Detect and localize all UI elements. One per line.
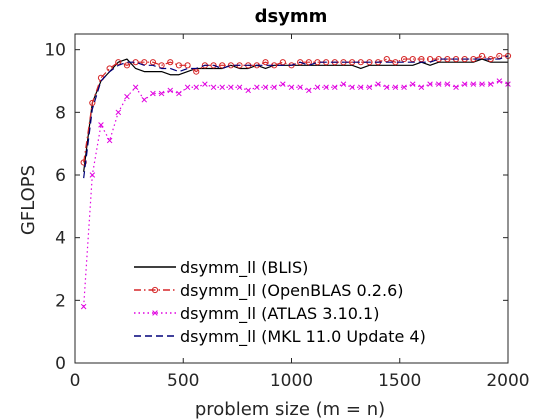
x-tick-label: 0 bbox=[70, 371, 81, 391]
series-3-point bbox=[375, 81, 381, 87]
series-3-point bbox=[366, 84, 373, 91]
legend-label: dsymm_ll (MKL 11.0 Update 4) bbox=[180, 327, 426, 347]
series-3-point bbox=[115, 109, 122, 116]
series-3-point bbox=[167, 87, 174, 94]
series-3-point bbox=[245, 87, 251, 94]
y-tick-label: 10 bbox=[44, 41, 66, 61]
y-tick-label: 0 bbox=[55, 354, 66, 374]
x-tick-label: 2000 bbox=[486, 371, 529, 391]
series-3-point bbox=[236, 84, 243, 91]
x-tick-label: 1000 bbox=[270, 371, 313, 391]
legend: dsymm_ll (BLIS) dsymm_ll (OpenBLAS 0.2.6)… bbox=[134, 258, 426, 347]
series-3-point bbox=[202, 81, 208, 87]
series-2-point bbox=[262, 59, 269, 66]
series-2-point bbox=[123, 62, 131, 69]
legend-entry-1: dsymm_ll (BLIS) bbox=[134, 258, 308, 278]
series-3 bbox=[80, 78, 511, 310]
y-tick-label: 6 bbox=[55, 166, 66, 186]
series-2-point bbox=[89, 99, 96, 107]
series-2-point bbox=[210, 62, 217, 69]
series-3-point bbox=[193, 84, 199, 91]
series-2-point bbox=[478, 52, 486, 60]
series-2-point bbox=[400, 55, 408, 63]
series-3-point bbox=[409, 81, 416, 87]
series-3-point bbox=[470, 81, 477, 87]
series-3-point bbox=[349, 84, 355, 91]
series-3-point bbox=[453, 84, 459, 91]
series-3-point bbox=[435, 81, 442, 87]
series-3-point bbox=[487, 81, 494, 87]
legend-marker bbox=[152, 310, 158, 316]
legend-entry-2: dsymm_ll (OpenBLAS 0.2.6) bbox=[134, 281, 403, 301]
series-3-point bbox=[314, 84, 321, 91]
series-3-point bbox=[106, 137, 113, 144]
chart-title: dsymm bbox=[255, 6, 328, 27]
series-3-point bbox=[280, 81, 286, 87]
series-3-point bbox=[288, 84, 295, 91]
series-2-point bbox=[297, 59, 304, 66]
legend-entry-4: dsymm_ll (MKL 11.0 Update 4) bbox=[134, 327, 426, 347]
series-3-point bbox=[358, 84, 364, 91]
plot-area bbox=[80, 52, 512, 310]
series-3-point bbox=[141, 97, 148, 103]
series-3-point bbox=[427, 81, 433, 87]
series-3-point bbox=[89, 172, 96, 178]
series-3-point bbox=[332, 84, 338, 91]
series-3-point bbox=[124, 93, 130, 100]
series-3-point bbox=[323, 84, 329, 91]
series-2-point bbox=[175, 62, 183, 69]
legend-label: dsymm_ll (ATLAS 3.10.1) bbox=[180, 304, 379, 324]
y-tick-label: 2 bbox=[55, 291, 66, 311]
series-3-point bbox=[219, 84, 225, 91]
x-tick-label: 500 bbox=[167, 371, 199, 391]
series-3-point bbox=[384, 84, 390, 91]
series-2-point bbox=[184, 62, 191, 69]
legend-entry-3: dsymm_ll (ATLAS 3.10.1) bbox=[134, 304, 379, 324]
legend-label: dsymm_ll (BLIS) bbox=[180, 258, 308, 278]
series-3-point bbox=[210, 84, 217, 91]
series-1 bbox=[83, 58, 508, 172]
series-3-point bbox=[80, 303, 87, 310]
series-1-line bbox=[83, 58, 508, 172]
series-2-point bbox=[80, 159, 87, 166]
series-3-point bbox=[98, 122, 104, 128]
series-3-point bbox=[228, 84, 234, 91]
series-3-line bbox=[83, 80, 509, 307]
y-tick-label: 8 bbox=[55, 103, 66, 123]
legend-marker bbox=[151, 286, 159, 294]
axes: 0 500 1000 1500 2000 0 2 4 6 8 10 bbox=[44, 33, 530, 391]
series-3-point bbox=[158, 90, 165, 97]
series-3-point bbox=[401, 84, 407, 91]
y-axis-label: GFLOPS bbox=[18, 165, 39, 235]
series-2-point bbox=[305, 59, 312, 66]
legend-label: dsymm_ll (OpenBLAS 0.2.6) bbox=[180, 281, 403, 301]
series-3-point bbox=[184, 84, 191, 91]
series-3-point bbox=[418, 84, 425, 91]
series-2-point bbox=[219, 62, 226, 69]
x-axis-label: problem size (m = n) bbox=[195, 399, 385, 420]
x-tick-label: 1500 bbox=[378, 371, 421, 391]
series-3-point bbox=[132, 84, 139, 91]
series-3-point bbox=[262, 84, 269, 91]
series-2-point bbox=[167, 59, 174, 66]
series-3-point bbox=[461, 81, 468, 87]
series-3-point bbox=[340, 81, 347, 87]
series-3-point bbox=[271, 84, 277, 91]
series-3-point bbox=[176, 90, 182, 97]
series-3-point bbox=[150, 90, 156, 97]
series-4-line bbox=[83, 55, 509, 179]
series-3-point bbox=[306, 87, 312, 94]
series-3-point bbox=[392, 84, 399, 91]
series-3-point bbox=[496, 78, 503, 84]
series-3-point bbox=[297, 84, 303, 91]
y-tick-label: 4 bbox=[55, 229, 66, 249]
series-2-line bbox=[83, 55, 508, 163]
series-3-point bbox=[479, 81, 485, 87]
series-3-point bbox=[254, 84, 260, 91]
series-3-point bbox=[444, 81, 451, 87]
series-4 bbox=[83, 55, 509, 179]
